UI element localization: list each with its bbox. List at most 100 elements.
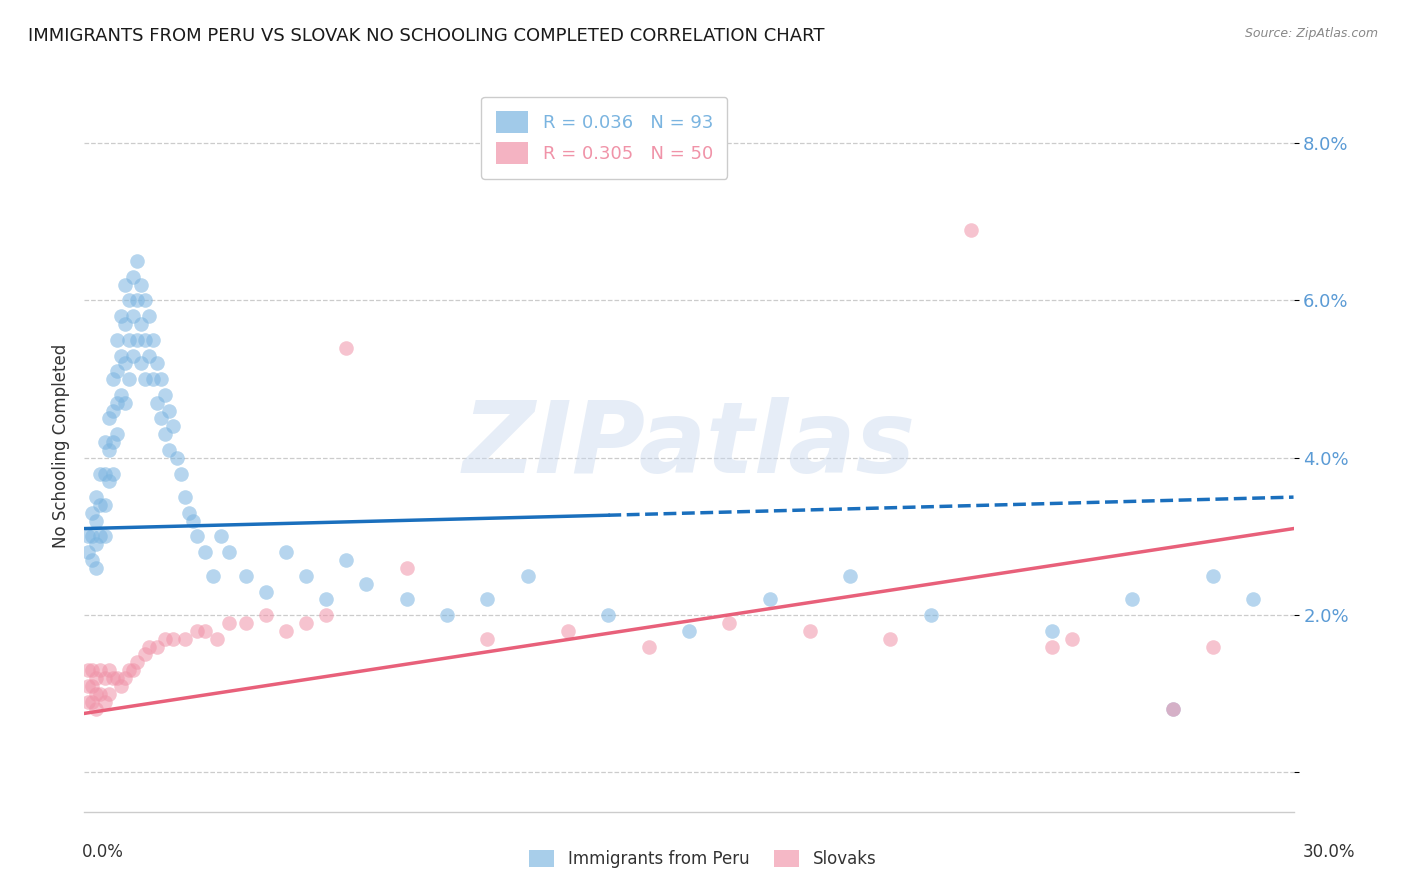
Point (86, 537, 108, 551)
Point (179, 506, 201, 520)
Point (1202, 568, 1225, 582)
Point (114, 356, 136, 370)
Point (89, 498, 111, 512)
Point (89, 529, 111, 543)
Point (1241, 592, 1264, 607)
Point (920, 608, 942, 623)
Text: ZIPatlas: ZIPatlas (463, 398, 915, 494)
Point (97, 475, 120, 489)
Point (678, 624, 700, 638)
Point (105, 396, 128, 410)
Point (315, 592, 337, 607)
Point (125, 254, 148, 268)
Point (97, 442, 120, 457)
Point (82, 529, 104, 543)
Point (758, 592, 780, 607)
Point (121, 349, 143, 363)
Text: 0.0%: 0.0% (82, 843, 124, 861)
Point (395, 592, 418, 607)
Point (93, 467, 115, 481)
Point (121, 269, 143, 284)
Point (157, 442, 180, 457)
Point (138, 310, 160, 324)
Point (295, 615, 318, 630)
Point (118, 293, 141, 308)
Point (82, 695, 104, 709)
Point (101, 467, 124, 481)
Point (186, 624, 208, 638)
Point (101, 435, 124, 450)
Point (1060, 632, 1083, 646)
Point (110, 349, 132, 363)
Point (125, 293, 148, 308)
Point (93, 695, 115, 709)
Point (477, 592, 499, 607)
Point (121, 310, 143, 324)
Point (202, 568, 225, 582)
Point (93, 498, 115, 512)
Point (718, 615, 741, 630)
Point (118, 663, 141, 677)
Point (129, 317, 152, 331)
Legend: R = 0.036   N = 93, R = 0.305   N = 50: R = 0.036 N = 93, R = 0.305 N = 50 (481, 96, 727, 178)
Point (77, 695, 100, 709)
Point (1040, 640, 1063, 654)
Point (114, 396, 136, 410)
Point (138, 349, 160, 363)
Point (118, 333, 141, 347)
Point (598, 608, 620, 623)
Point (86, 514, 108, 528)
Text: 30.0%: 30.0% (1302, 843, 1355, 861)
Point (105, 427, 128, 442)
Point (254, 584, 277, 599)
Point (77, 529, 100, 543)
Point (86, 490, 108, 504)
Point (77, 679, 100, 693)
Point (110, 679, 132, 693)
Point (209, 529, 232, 543)
Point (181, 514, 204, 528)
Point (960, 223, 983, 237)
Point (146, 396, 169, 410)
Point (105, 364, 128, 378)
Point (162, 419, 184, 434)
Point (335, 341, 357, 355)
Point (97, 411, 120, 425)
Point (335, 553, 357, 567)
Text: IMMIGRANTS FROM PERU VS SLOVAK NO SCHOOLING COMPLETED CORRELATION CHART: IMMIGRANTS FROM PERU VS SLOVAK NO SCHOOL… (28, 27, 825, 45)
Point (97, 663, 120, 677)
Point (149, 411, 172, 425)
Point (477, 632, 499, 646)
Point (114, 317, 136, 331)
Point (153, 388, 176, 402)
Point (101, 372, 124, 386)
Point (186, 529, 208, 543)
Point (1161, 702, 1184, 716)
Point (93, 529, 115, 543)
Point (89, 663, 111, 677)
Point (142, 333, 165, 347)
Point (134, 293, 156, 308)
Point (153, 427, 176, 442)
Point (295, 568, 318, 582)
Point (138, 640, 160, 654)
Point (125, 655, 148, 669)
Point (557, 624, 579, 638)
Point (218, 545, 240, 559)
Point (207, 632, 229, 646)
Point (89, 687, 111, 701)
Point (105, 333, 128, 347)
Point (82, 553, 104, 567)
Point (86, 561, 108, 575)
Point (153, 632, 176, 646)
Point (149, 372, 172, 386)
Point (129, 277, 152, 292)
Point (134, 648, 156, 662)
Point (125, 333, 148, 347)
Point (146, 356, 169, 370)
Point (82, 506, 104, 520)
Point (1121, 592, 1143, 607)
Point (839, 568, 862, 582)
Point (118, 372, 141, 386)
Point (166, 450, 188, 465)
